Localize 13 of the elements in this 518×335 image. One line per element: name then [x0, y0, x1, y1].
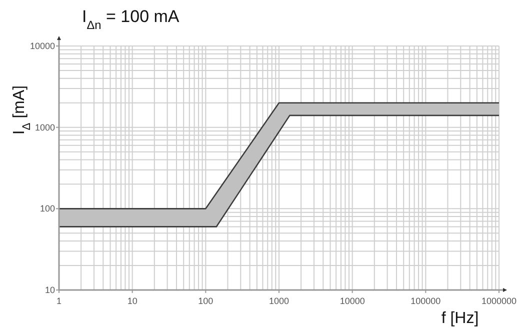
x-tick-label: 100	[198, 296, 214, 306]
x-tick-label: 1000	[268, 296, 290, 306]
y-tick-label: 100	[40, 204, 55, 214]
x-axis-title: f [Hz]	[441, 310, 479, 327]
x-tick-label: 1	[56, 296, 62, 306]
x-tick-label: 10	[127, 296, 138, 306]
y-tick-label: 10000	[30, 41, 55, 51]
x-tick-label: 10000	[340, 296, 365, 306]
y-tick-label: 10	[44, 285, 55, 295]
y-tick-label: 1000	[34, 122, 55, 132]
chart-title: I$_{Δn}$ = 100 mA	[82, 7, 180, 32]
x-tick-label: 100000	[410, 296, 441, 306]
x-tick-label: 1000000	[481, 296, 517, 306]
